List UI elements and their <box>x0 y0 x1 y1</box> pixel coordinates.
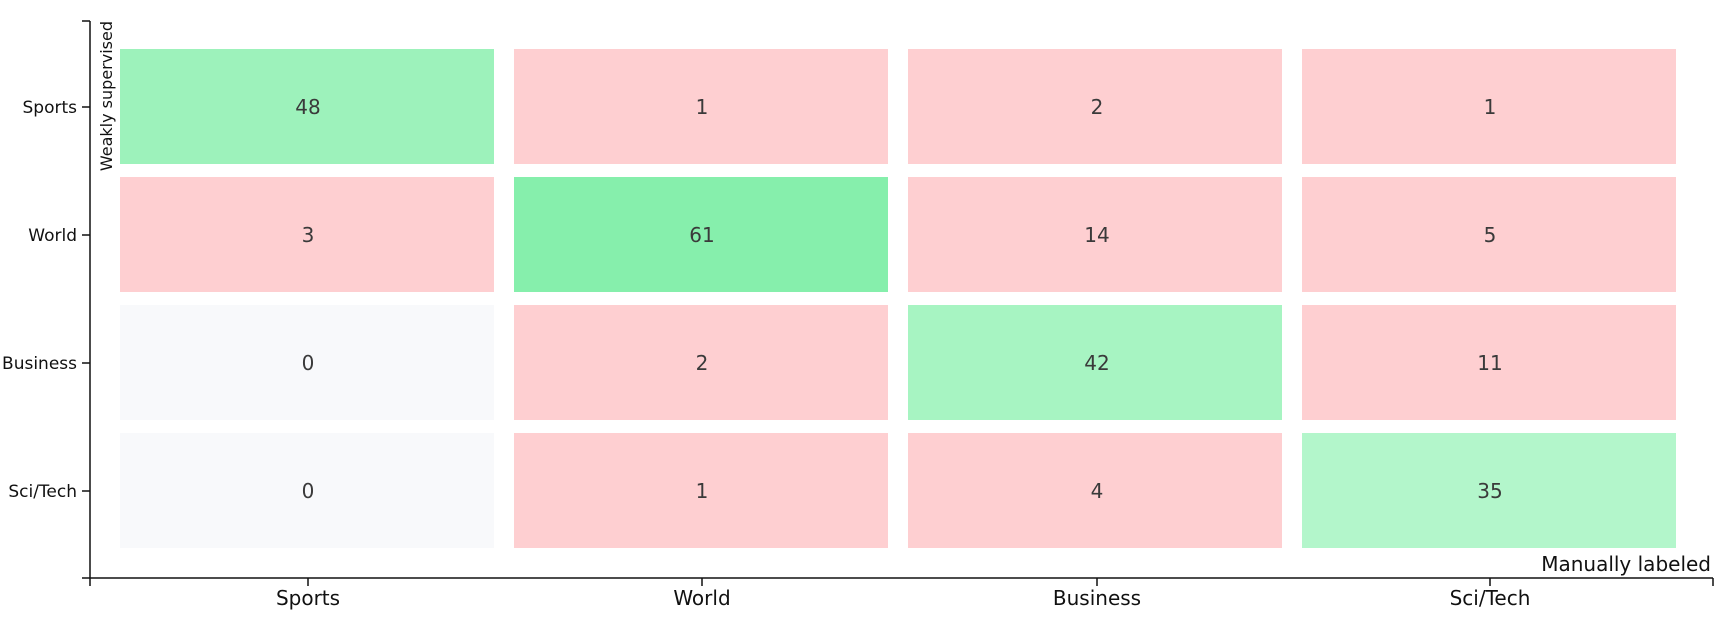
cell-value-label: 0 <box>302 351 315 375</box>
cell-value-label: 1 <box>1484 95 1497 119</box>
cell-value-label: 35 <box>1477 479 1502 503</box>
axes <box>89 21 1713 579</box>
heatmap-cell-r3-c1 <box>514 433 888 548</box>
cell-value-label: 0 <box>302 479 315 503</box>
heatmap-cell-r3-c2 <box>908 433 1282 548</box>
heatmap-cell-r0-c2 <box>908 49 1282 164</box>
cell-value-label: 2 <box>1091 95 1104 119</box>
heatmap-cell-r0-c1 <box>514 49 888 164</box>
y-tick-label: Business <box>2 354 77 374</box>
heatmap-cell-r0-c0 <box>120 49 494 164</box>
heatmap-cell-r2-c1 <box>514 305 888 420</box>
cell-value-label: 42 <box>1084 351 1109 375</box>
cell-value-label: 5 <box>1484 223 1497 247</box>
x-axis-ticks: Sports World Business Sci/Tech <box>89 578 1714 610</box>
heatmap-cell-r1-c1 <box>514 177 888 292</box>
x-tick-label: Sports <box>276 586 340 610</box>
heatmap-cell-r1-c0 <box>120 177 494 292</box>
y-axis-ticks: Sports World Business Sci/Tech <box>2 20 90 579</box>
heatmap-cell-r1-c2 <box>908 177 1282 292</box>
heatmap-cells: 48 1 2 13 61 14 50 2 42 110 1 4 35 <box>120 49 1676 548</box>
cell-value-label: 11 <box>1477 351 1502 375</box>
heatmap-cell-r2-c0 <box>120 305 494 420</box>
heatmap-cell-r1-c3 <box>1302 177 1676 292</box>
cell-value-label: 48 <box>295 95 320 119</box>
cell-value-label: 4 <box>1091 479 1104 503</box>
x-tick-label: Business <box>1053 586 1141 610</box>
cell-value-label: 1 <box>696 95 709 119</box>
cell-value-label: 61 <box>689 223 714 247</box>
heatmap-cell-r3-c0 <box>120 433 494 548</box>
heatmap-cell-r2-c2 <box>908 305 1282 420</box>
x-axis-title: Manually labeled <box>1541 552 1711 576</box>
x-tick-label: Sci/Tech <box>1450 586 1531 610</box>
cell-value-label: 1 <box>696 479 709 503</box>
y-tick-label: World <box>28 226 77 246</box>
heatmap-cell-r2-c3 <box>1302 305 1676 420</box>
heatmap-cell-r3-c3 <box>1302 433 1676 548</box>
y-axis-title: Weakly supervised <box>97 21 116 171</box>
y-tick-label: Sci/Tech <box>8 482 77 502</box>
cell-value-label: 3 <box>302 223 315 247</box>
cell-value-label: 14 <box>1084 223 1109 247</box>
x-tick-label: World <box>673 586 730 610</box>
cell-value-label: 2 <box>696 351 709 375</box>
y-tick-label: Sports <box>23 98 78 118</box>
heatmap-cell-r0-c3 <box>1302 49 1676 164</box>
